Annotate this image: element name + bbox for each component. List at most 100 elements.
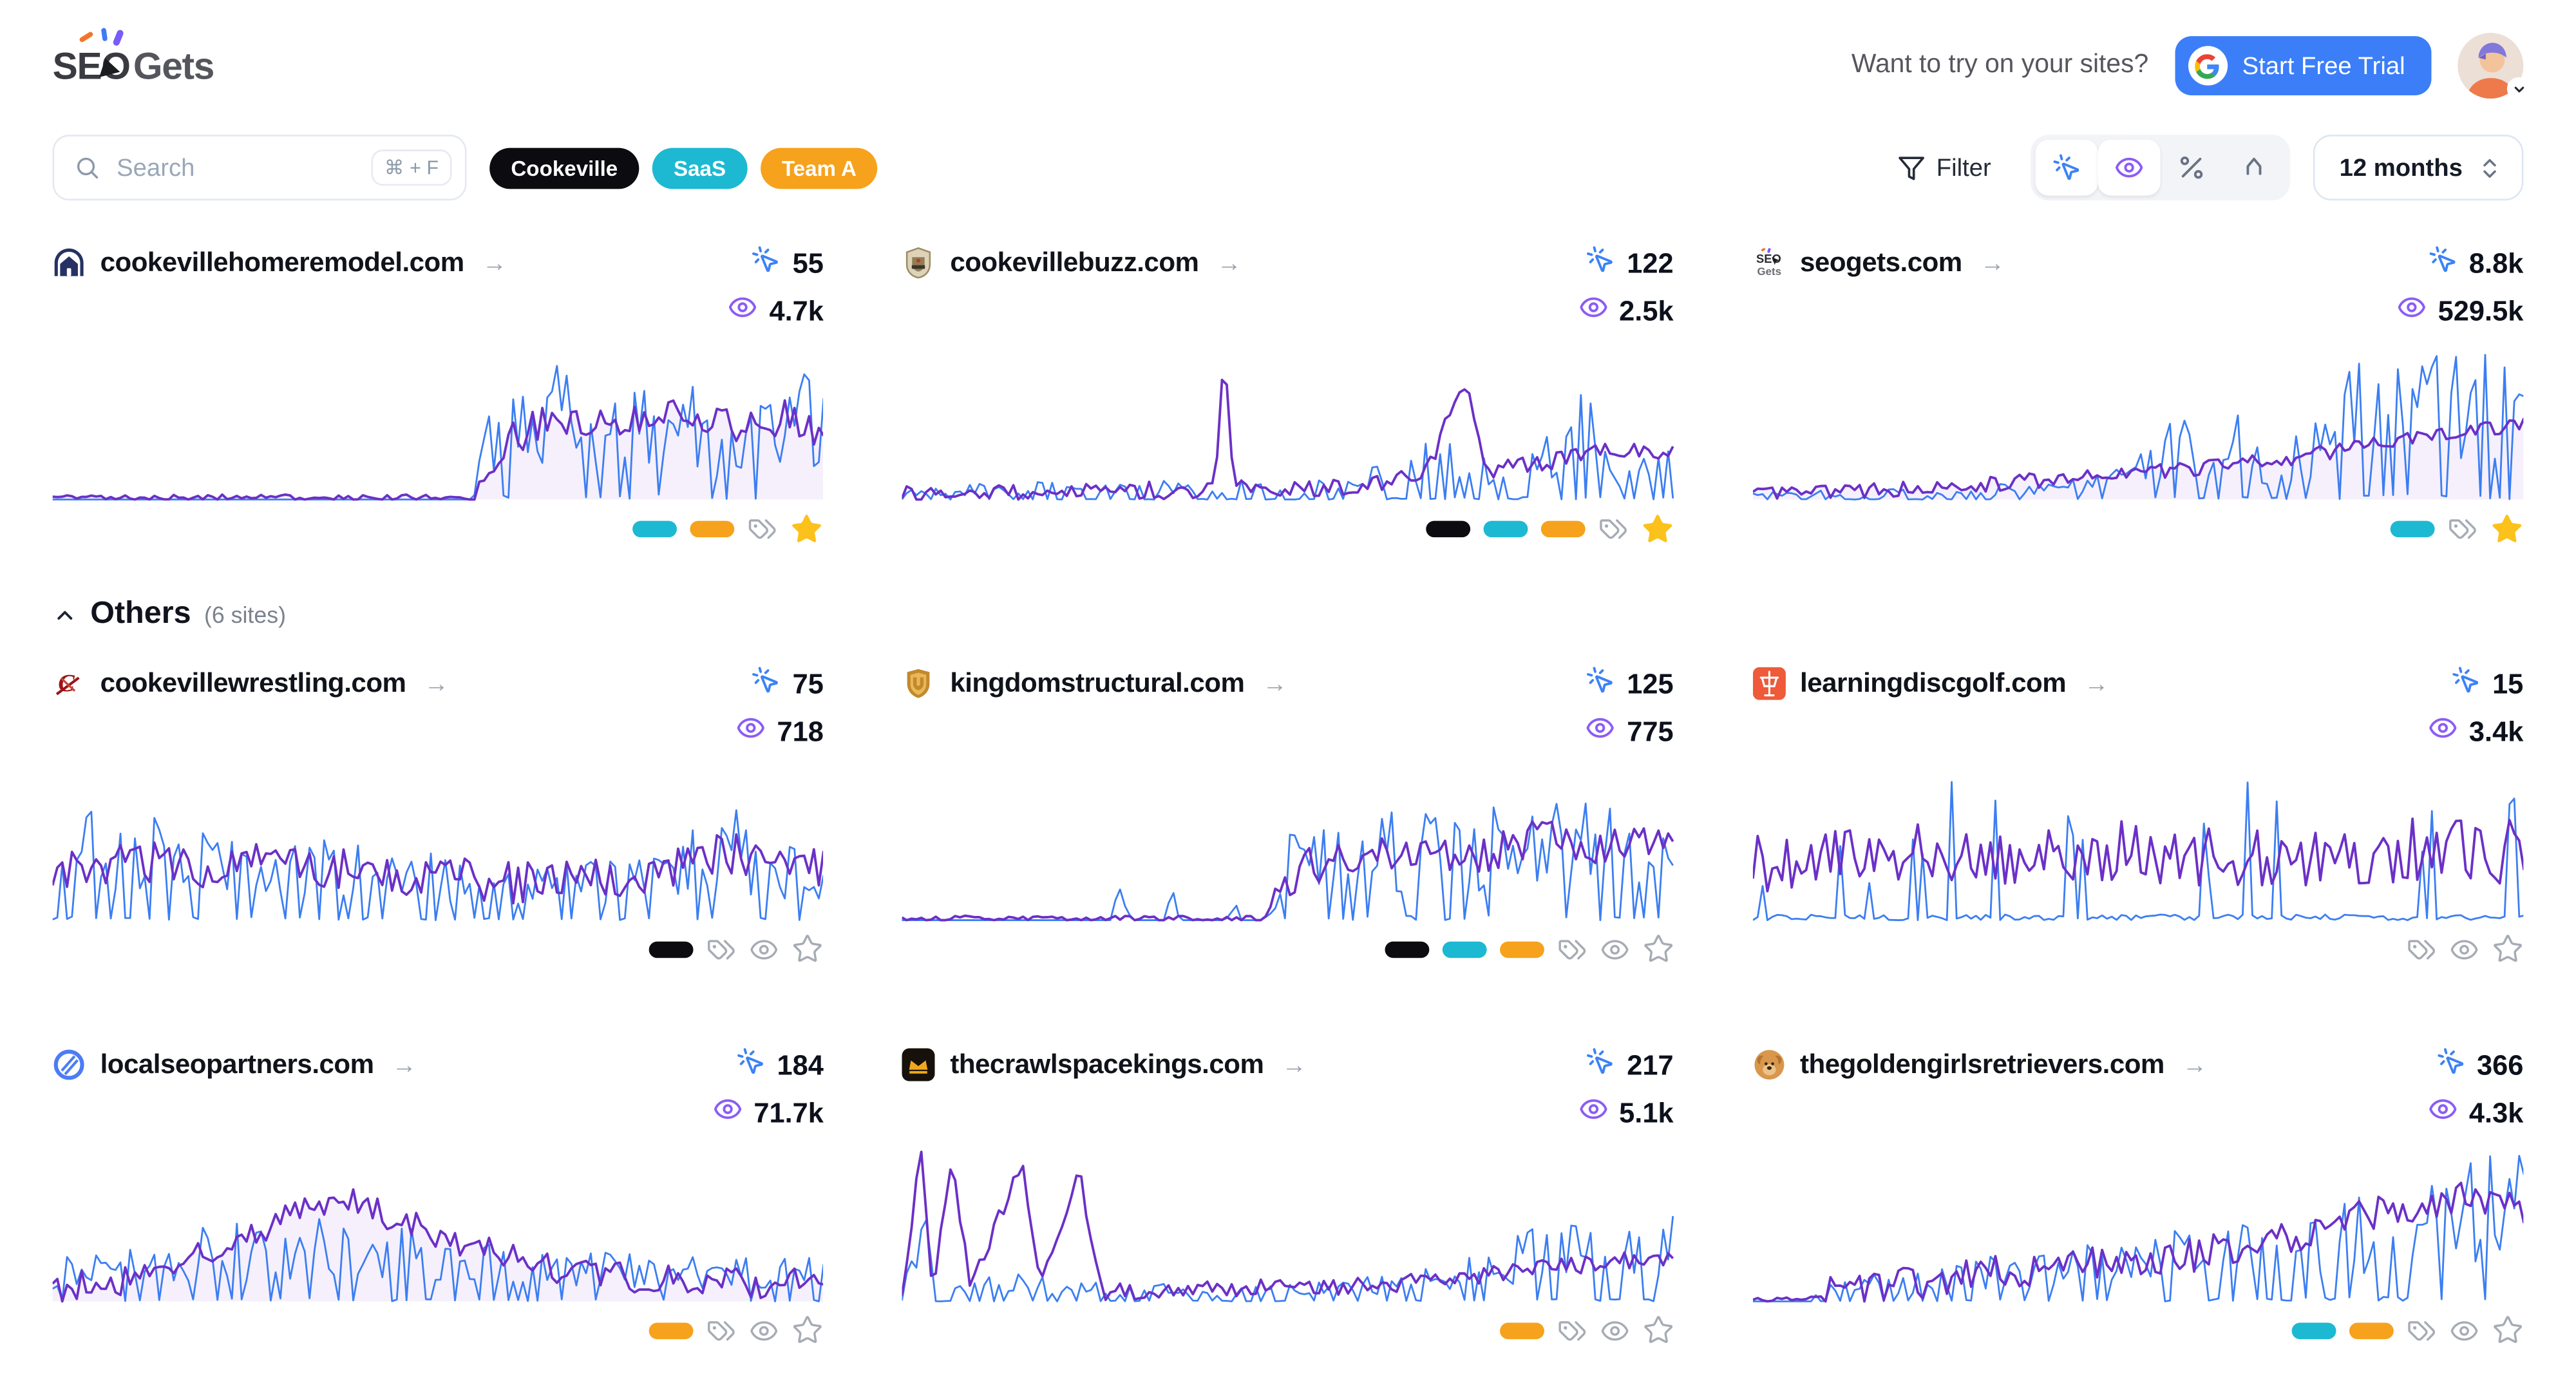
favorite-star-icon-filled[interactable]: [1641, 512, 1674, 545]
site-domain: kingdomstructural.com: [950, 667, 1245, 698]
site-metrics: 15 3.4k: [2428, 665, 2523, 751]
toggle-clicks-click-icon[interactable]: [2035, 139, 2098, 196]
toggle-position-position-icon[interactable]: [2222, 140, 2285, 196]
site-tag-pill-black[interactable]: [649, 940, 694, 957]
start-free-trial-button[interactable]: Start Free Trial: [2175, 36, 2432, 95]
site-card: SEO Gets seogets.com → 8.8k 529.5k: [1752, 245, 2524, 545]
site-domain: seogets.com: [1800, 247, 1962, 277]
traffic-sparkline: [52, 1188, 824, 1303]
site-link[interactable]: cookevillehomeremodel.com →: [53, 245, 507, 280]
site-tag-pill-orange[interactable]: [1540, 520, 1585, 537]
clicks-value: 366: [2476, 1049, 2524, 1081]
visibility-eye-icon[interactable]: [750, 934, 779, 964]
site-tag-pill-orange[interactable]: [1499, 1322, 1544, 1338]
site-metrics: 55 4.7k: [728, 245, 824, 330]
site-card: localseopartners.com → 184 71.7k: [52, 1047, 824, 1346]
search-input[interactable]: [113, 151, 359, 184]
impressions-icon: [736, 713, 766, 751]
favorite-star-icon[interactable]: [792, 1315, 823, 1346]
impressions-value: 4.7k: [769, 294, 824, 327]
site-tag-pill-cyan[interactable]: [632, 520, 677, 537]
tag-filter-pill[interactable]: Team A: [760, 147, 878, 189]
visibility-eye-icon[interactable]: [750, 1315, 779, 1345]
others-section-header[interactable]: Others (6 sites): [53, 596, 2524, 633]
favorite-star-icon-filled[interactable]: [791, 512, 824, 545]
traffic-sparkline: [52, 365, 824, 501]
site-link[interactable]: SEO Gets seogets.com →: [1752, 245, 2005, 280]
tags-icon[interactable]: [2407, 1315, 2436, 1345]
site-favicon: [902, 1048, 936, 1081]
site-link[interactable]: thecrawlspacekings.com →: [902, 1047, 1307, 1081]
site-tag-pill-orange[interactable]: [1499, 940, 1544, 957]
site-tag-pill-cyan[interactable]: [2291, 1322, 2336, 1338]
search-box[interactable]: ⌘ + F: [52, 135, 467, 201]
clicks-metric: 366: [2436, 1047, 2523, 1085]
date-range-select[interactable]: 12 months: [2313, 135, 2524, 201]
favorite-star-icon[interactable]: [1642, 1315, 1673, 1346]
site-card-footer: [902, 933, 1673, 964]
site-card-footer: [902, 513, 1673, 544]
filter-button[interactable]: Filter: [1887, 152, 2001, 183]
site-link[interactable]: cookevillebuzz.com →: [902, 245, 1242, 280]
site-link[interactable]: thegoldengirlsretrievers.com →: [1752, 1047, 2207, 1081]
site-tag-pill-orange[interactable]: [690, 520, 735, 537]
tags-icon[interactable]: [748, 513, 778, 543]
site-metrics: 217 5.1k: [1578, 1047, 1674, 1132]
toggle-ctr-percent-icon[interactable]: [2161, 140, 2223, 196]
site-tag-pill-orange[interactable]: [2349, 1322, 2394, 1338]
site-link[interactable]: C cookevillewrestling.com →: [53, 665, 449, 700]
site-tag-pill-cyan[interactable]: [1441, 940, 1486, 957]
favorite-star-icon[interactable]: [2492, 933, 2523, 964]
collapse-chevron-icon[interactable]: [53, 602, 77, 627]
site-link[interactable]: learningdiscgolf.com →: [1752, 665, 2108, 700]
site-tag-pill-cyan[interactable]: [1482, 520, 1528, 537]
app-logo[interactable]: SEO Gets: [53, 26, 214, 88]
tags-icon[interactable]: [2448, 513, 2477, 543]
visibility-eye-icon[interactable]: [2450, 934, 2479, 964]
tags-icon[interactable]: [2407, 934, 2436, 964]
site-card-footer: [1752, 1315, 2523, 1346]
visibility-eye-icon[interactable]: [1600, 934, 1629, 964]
site-link[interactable]: kingdomstructural.com →: [902, 665, 1287, 700]
impressions-icon: [2397, 292, 2427, 330]
favorite-star-icon[interactable]: [792, 933, 823, 964]
tags-icon[interactable]: [707, 1315, 737, 1345]
impressions-icon: [2428, 1094, 2458, 1132]
clicks-icon: [2428, 245, 2458, 283]
google-icon: [2188, 46, 2228, 86]
tag-filter-pill[interactable]: Cookeville: [489, 147, 639, 189]
site-tag-pill-cyan[interactable]: [2390, 520, 2435, 537]
site-tag-pill-black[interactable]: [1425, 520, 1470, 537]
tags-icon[interactable]: [1557, 1315, 1586, 1345]
tag-filter-pill[interactable]: SaaS: [652, 147, 748, 189]
toggle-impressions-eye-icon[interactable]: [2098, 139, 2161, 196]
tags-icon[interactable]: [1557, 934, 1586, 964]
section-title: Others: [90, 596, 191, 631]
site-tag-pill-black[interactable]: [1384, 940, 1429, 957]
traffic-sparkline: [1752, 1154, 2524, 1303]
views-metric: 529.5k: [2397, 292, 2523, 330]
site-metrics: 184 71.7k: [713, 1047, 824, 1132]
clicks-value: 125: [1627, 667, 1674, 700]
tags-icon[interactable]: [707, 934, 737, 964]
user-avatar[interactable]: [2458, 33, 2530, 100]
favorite-star-icon[interactable]: [1642, 933, 1673, 964]
visibility-eye-icon[interactable]: [1600, 1315, 1629, 1345]
favorite-star-icon-filled[interactable]: [2490, 512, 2523, 545]
visibility-eye-icon[interactable]: [2450, 1315, 2479, 1345]
views-metric: 718: [736, 713, 824, 751]
section-site-count: (6 sites): [204, 601, 286, 628]
impressions-icon: [1578, 1094, 1607, 1132]
tags-icon[interactable]: [1598, 513, 1627, 543]
clicks-value: 217: [1627, 1049, 1674, 1081]
site-tag-pill-orange[interactable]: [649, 1322, 694, 1338]
favorite-star-icon[interactable]: [2492, 1315, 2523, 1346]
site-card-header: cookevillebuzz.com → 122 2.5k: [902, 245, 1674, 330]
metric-toggle-group: [2030, 135, 2291, 201]
external-arrow-icon: →: [2084, 669, 2109, 698]
site-card: C cookevillewrestling.com → 75 718: [52, 665, 824, 964]
site-link[interactable]: localseopartners.com →: [53, 1047, 417, 1081]
impressions-value: 529.5k: [2438, 294, 2524, 327]
profile-menu-chevron-icon[interactable]: [2506, 77, 2530, 100]
site-domain: learningdiscgolf.com: [1800, 667, 2067, 698]
